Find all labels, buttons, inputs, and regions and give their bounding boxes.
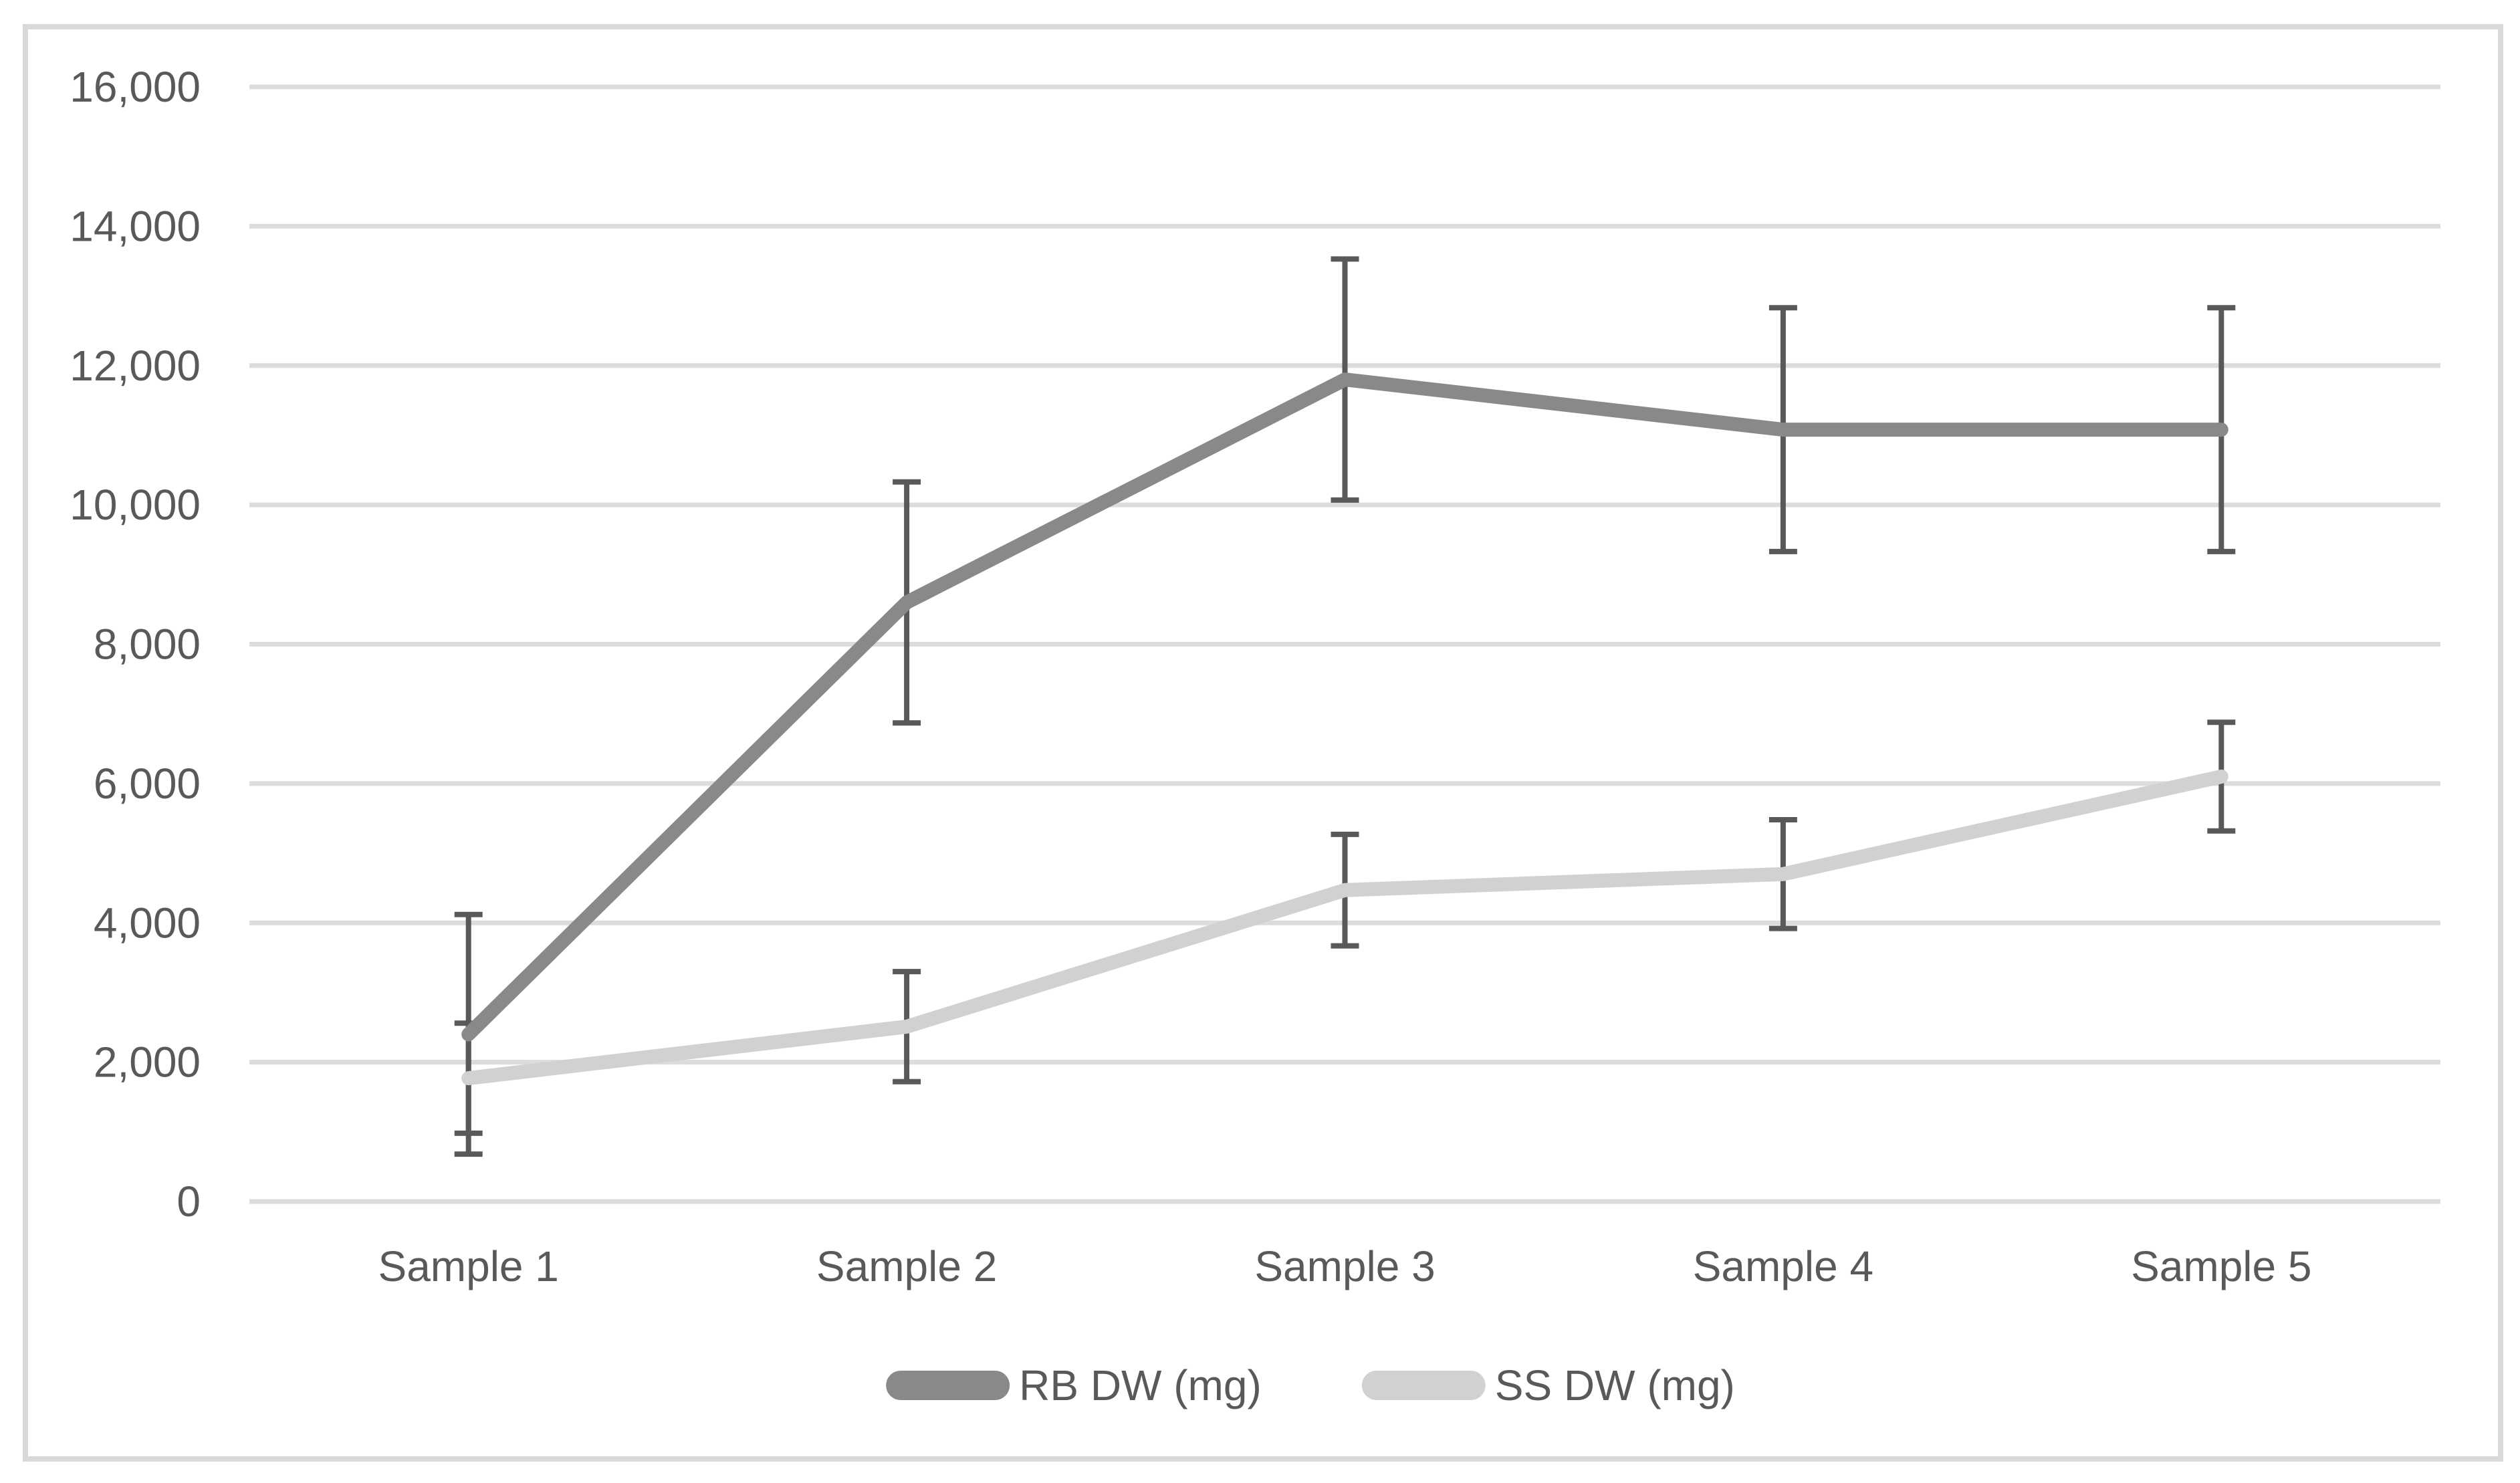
series-lines-group: [461, 372, 2228, 1086]
y-axis-tick-label: 16,000: [70, 63, 201, 111]
y-axis-labels-group: 0 2,000 4,000 6,000 8,000 10,000 12,000 14,000 1…: [70, 63, 201, 1226]
legend-swatch-rb: [886, 1371, 1010, 1400]
x-axis-tick-label: Sample 1: [378, 1242, 559, 1290]
chart-border-group: [23, 24, 2503, 1462]
y-axis-tick-label: 14,000: [70, 202, 201, 250]
x-axis-tick-label: Sample 2: [816, 1242, 997, 1290]
y-axis-tick-label: 12,000: [70, 342, 201, 390]
legend-label: RB DW (mg): [1019, 1361, 1262, 1409]
x-axis-tick-label: Sample 4: [1693, 1242, 1873, 1290]
y-axis-tick-label: 8,000: [94, 620, 201, 669]
y-axis-tick-label: 2,000: [94, 1038, 201, 1087]
error-bars-group: [454, 256, 2236, 1157]
x-axis-tick-label: Sample 3: [1254, 1242, 1435, 1290]
series-line-ss: [461, 769, 2228, 1086]
legend-group: RB DW (mg) SS DW (mg): [886, 1361, 1735, 1409]
gridlines-group: [249, 84, 2440, 1204]
chart-border: [23, 24, 2503, 1462]
y-axis-tick-label: 4,000: [94, 899, 201, 947]
series-line-rb: [461, 372, 2228, 1042]
y-axis-tick-label: 6,000: [94, 760, 201, 808]
x-axis-tick-label: Sample 5: [2131, 1242, 2311, 1290]
y-axis-tick-label: 10,000: [70, 481, 201, 529]
legend-swatch-ss: [1361, 1371, 1486, 1400]
y-axis-tick-label: 0: [177, 1177, 201, 1226]
legend-label: SS DW (mg): [1495, 1361, 1735, 1409]
x-axis-labels-group: Sample 1 Sample 2 Sample 3 Sample 4 Sample 5: [378, 1242, 2312, 1290]
